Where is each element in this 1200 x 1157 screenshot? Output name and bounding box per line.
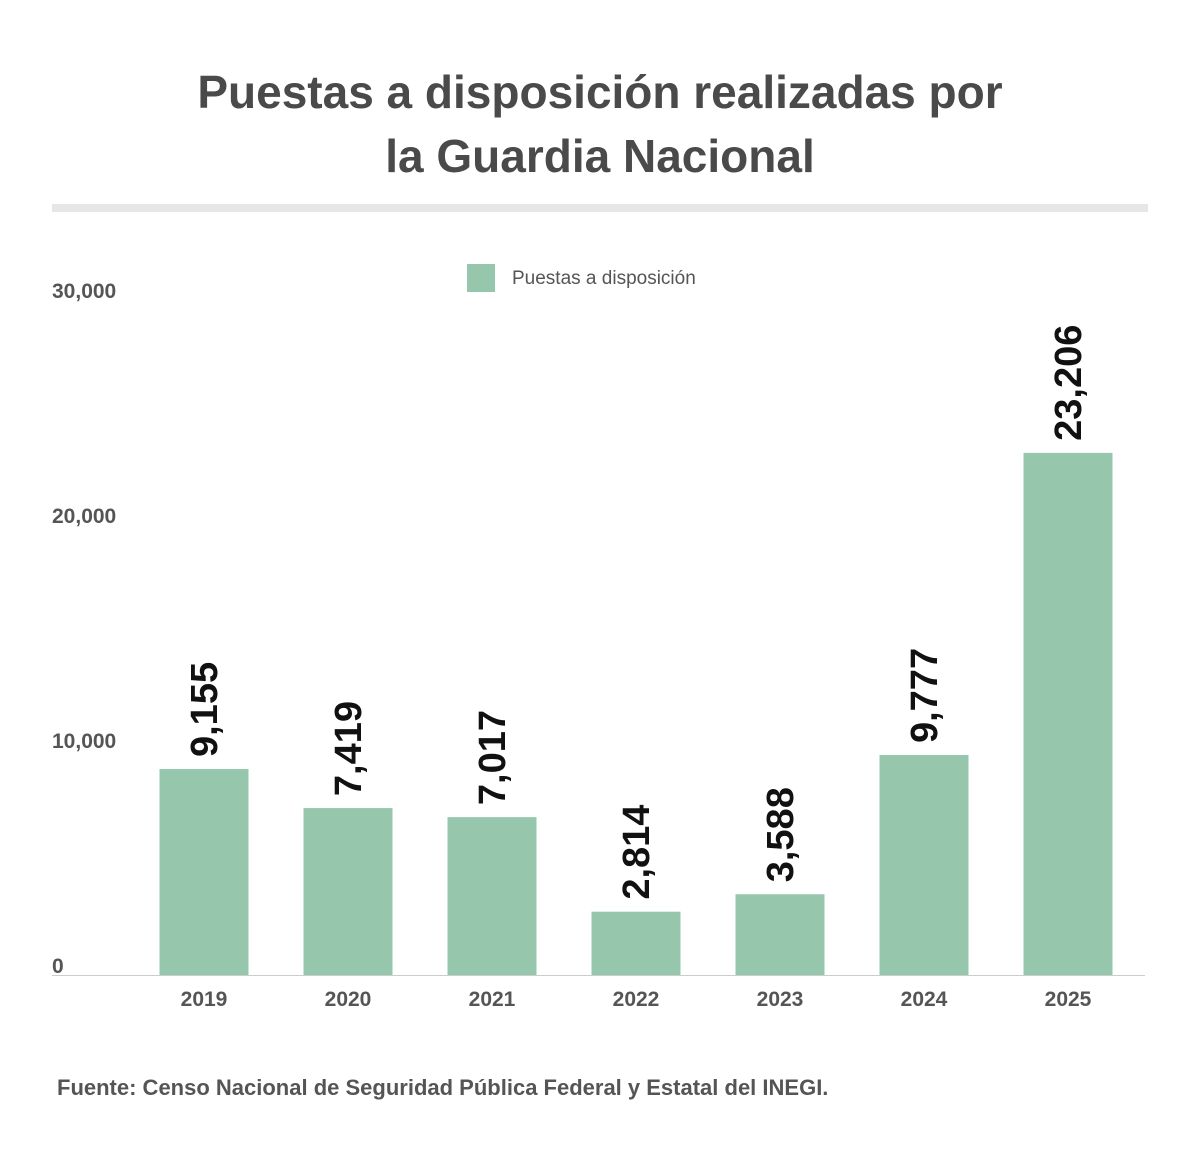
data-label-2020: 7,419 — [328, 701, 370, 796]
bar-2020 — [303, 808, 393, 975]
y-tick-label: 20,000 — [52, 505, 116, 528]
chart-title-line-2: la Guardia Nacional — [385, 130, 815, 182]
data-label-2024: 9,777 — [904, 648, 946, 743]
x-tick-label-2024: 2024 — [901, 988, 948, 1011]
source-note: Fuente: Censo Nacional de Seguridad Públ… — [57, 1075, 829, 1100]
data-label-2022: 2,814 — [616, 805, 658, 900]
x-tick-label-2022: 2022 — [613, 988, 660, 1011]
legend-label: Puestas a disposición — [512, 268, 696, 289]
x-tick-label-2020: 2020 — [325, 988, 372, 1011]
chart-title: Puestas a disposición realizadas por la … — [0, 60, 1200, 188]
bar-2022 — [591, 911, 681, 975]
legend-swatch — [467, 264, 495, 292]
data-label-2025: 23,206 — [1048, 325, 1090, 441]
x-tick-label-2019: 2019 — [181, 988, 228, 1011]
bar-2024 — [879, 755, 969, 975]
bar-2019 — [159, 769, 249, 975]
bars — [159, 452, 1113, 975]
y-tick-label: 0 — [52, 955, 64, 978]
y-tick-label: 30,000 — [52, 280, 116, 303]
bar-chart: Puestas a disposición 0 10,000 20,000 30,00… — [52, 264, 1145, 1011]
x-axis: 2019 2020 2021 2022 2023 2024 2025 — [181, 988, 1092, 1011]
legend: Puestas a disposición — [467, 264, 696, 292]
title-divider — [52, 204, 1148, 212]
bar-2021 — [447, 817, 537, 975]
data-label-2023: 3,588 — [760, 787, 802, 882]
bar-2025 — [1023, 452, 1113, 975]
data-label-2021: 7,017 — [472, 710, 514, 805]
chart-title-line-1: Puestas a disposición realizadas por — [197, 66, 1003, 118]
y-tick-label: 10,000 — [52, 730, 116, 753]
data-labels: 9,155 7,419 7,017 2,814 3,588 9,777 23,206 — [184, 325, 1090, 900]
bar-2023 — [735, 894, 825, 975]
x-tick-label-2025: 2025 — [1045, 988, 1092, 1011]
x-tick-label-2023: 2023 — [757, 988, 804, 1011]
y-axis: 0 10,000 20,000 30,000 — [52, 280, 1145, 978]
data-label-2019: 9,155 — [184, 662, 226, 757]
x-tick-label-2021: 2021 — [469, 988, 516, 1011]
